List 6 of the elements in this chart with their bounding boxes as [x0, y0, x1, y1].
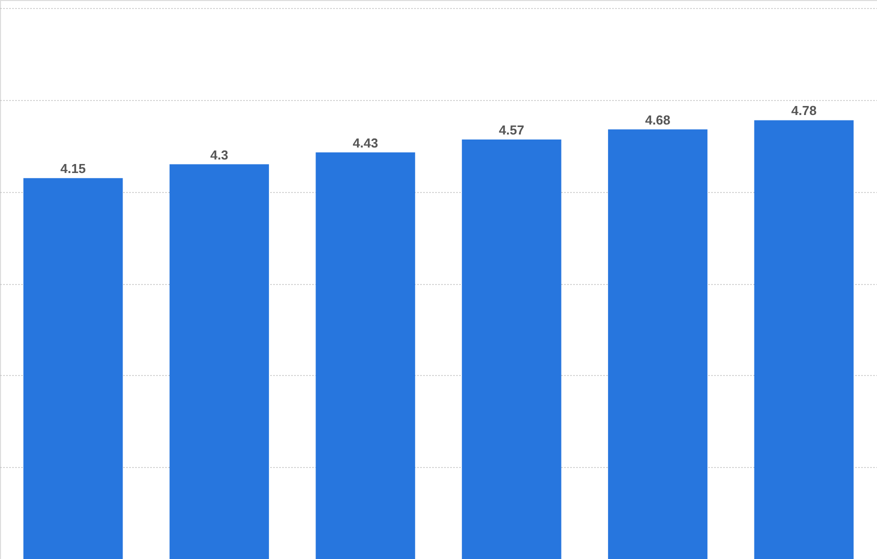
- data-label: 4.3: [210, 147, 228, 162]
- data-label: 4.57: [498, 122, 524, 138]
- data-label: 4.43: [352, 135, 378, 150]
- data-label: 4.15: [60, 161, 86, 176]
- data-label: 4.78: [791, 103, 817, 118]
- data-label: 4.68: [645, 112, 670, 128]
